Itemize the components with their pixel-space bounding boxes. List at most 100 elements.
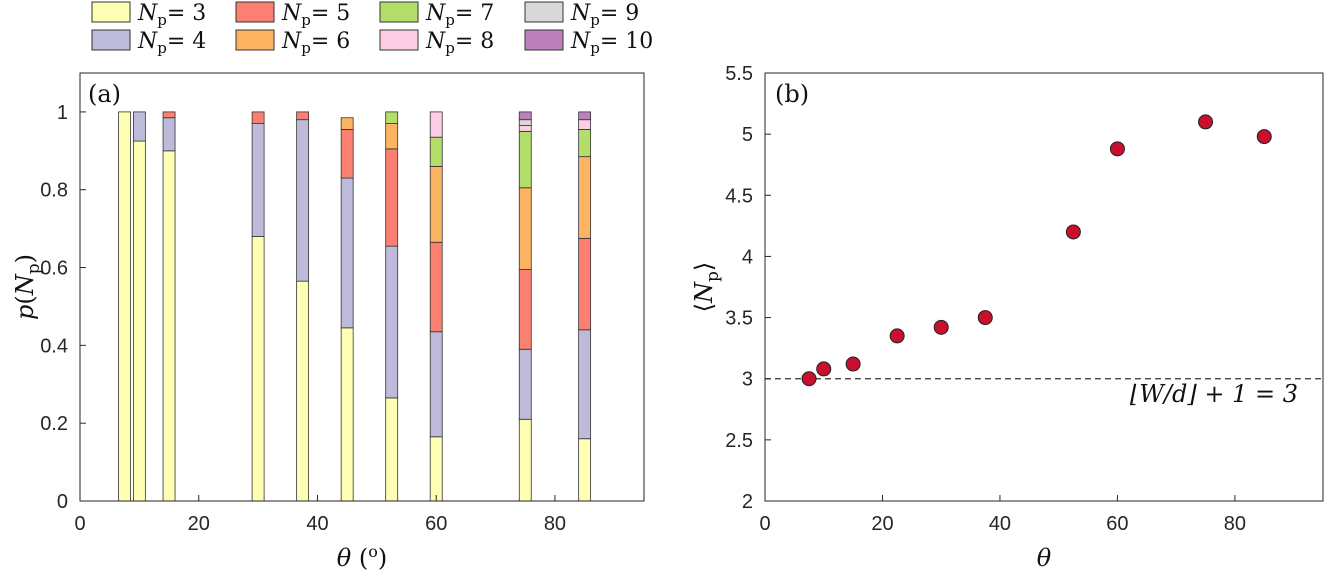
x-tick-label: 60 — [425, 513, 447, 535]
panel-b-plot-area — [765, 73, 1323, 501]
panel-a-stacked-bar-chart: 0 20 40 60 80 0 0.2 0.4 0.6 0.8 1 (a) θ (o) p(Np) — [11, 72, 645, 572]
y-tick-label: 4.5 — [725, 185, 753, 207]
legend-swatch — [91, 1, 131, 23]
legend-swatch — [524, 1, 564, 23]
legend-item: Np= 8 — [379, 29, 494, 57]
y-tick-label: 0 — [57, 491, 68, 513]
bar-segment — [385, 397, 399, 502]
bar-segment — [578, 329, 592, 440]
panel-b-label: (b) — [775, 80, 809, 108]
data-point — [1256, 129, 1272, 145]
data-point — [1065, 224, 1081, 240]
legend-label: Np= 9 — [570, 1, 639, 29]
bar-segment — [251, 123, 265, 237]
bar-segment — [518, 130, 532, 189]
panel-a-y-axis-title: p(Np) — [11, 254, 44, 320]
bar-segment — [429, 111, 443, 138]
data-point — [1109, 141, 1125, 157]
x-tick-label: 0 — [759, 513, 770, 535]
legend-item: Np= 6 — [235, 29, 350, 57]
legend-item: Np= 10 — [524, 29, 653, 57]
bar-segment — [162, 111, 176, 119]
bar-segment — [578, 237, 592, 331]
bar-segment — [429, 436, 443, 502]
legend-label: Np= 7 — [425, 1, 494, 29]
data-point — [816, 361, 832, 377]
panel-b-axes-box — [764, 72, 1324, 502]
bar-segment — [132, 140, 146, 502]
x-tick-label: 40 — [306, 513, 328, 535]
legend-swatch — [524, 29, 564, 51]
x-tick-label: 20 — [188, 513, 210, 535]
legend-item: Np= 7 — [379, 1, 494, 29]
x-tick-label: 20 — [871, 513, 893, 535]
panel-a-bars — [118, 111, 592, 502]
bar-segment — [385, 245, 399, 399]
panel-a-x-axis-title: θ (o) — [337, 542, 387, 572]
y-tick-label: 0.6 — [40, 258, 68, 280]
panel-a-ticks: 0 20 40 60 80 0 0.2 0.4 0.6 0.8 1 — [40, 102, 566, 535]
legend-label: Np= 6 — [281, 29, 350, 57]
bar-segment — [132, 111, 146, 142]
data-point — [933, 319, 949, 335]
bar-segment — [429, 165, 443, 243]
legend: Np= 3 Np= 5 Np= 7 Np= 9 Np= 4 Np= 6 Np= 8 Np= 1… — [91, 1, 653, 57]
bar-segment — [385, 148, 399, 247]
y-tick-label: 0.2 — [40, 413, 68, 435]
bar-segment — [578, 111, 592, 121]
y-tick-label: 2.5 — [725, 430, 753, 452]
legend-label: Np= 8 — [425, 29, 494, 57]
bar-segment — [578, 438, 592, 502]
legend-label: Np= 10 — [570, 29, 653, 57]
bar-segment — [578, 156, 592, 239]
y-tick-label: 4 — [742, 246, 753, 268]
legend-item: Np= 5 — [235, 1, 350, 29]
bar-segment — [340, 129, 354, 179]
data-point — [845, 356, 861, 372]
x-tick-label: 60 — [1106, 513, 1128, 535]
y-tick-label: 5.5 — [725, 63, 753, 85]
bar-segment — [296, 119, 310, 282]
data-point — [801, 371, 817, 387]
panel-b-points — [801, 114, 1272, 387]
legend-label: Np= 5 — [281, 1, 350, 29]
bar-segment — [296, 280, 310, 502]
legend-item: Np= 4 — [91, 29, 206, 57]
panel-b-x-axis-title: θ — [1037, 544, 1052, 572]
y-tick-label: 0.4 — [40, 335, 68, 357]
y-tick-label: 5 — [742, 124, 753, 146]
bar-segment — [162, 150, 176, 502]
bar-segment — [118, 111, 131, 502]
x-tick-label: 80 — [544, 513, 566, 535]
panel-a-label: (a) — [88, 80, 121, 108]
legend-swatch — [91, 29, 131, 51]
panel-b-y-axis-title: ⟨Np⟩ — [690, 262, 723, 313]
bar-segment — [429, 136, 443, 167]
panel-b-scatter-chart: 0 20 40 60 80 2 2.5 3 3.5 4 4.5 5 5.5 (b) ⌊W/d⌋ + 1 … — [690, 63, 1324, 572]
bar-segment — [429, 241, 443, 333]
bar-segment — [340, 327, 354, 502]
legend-swatch — [235, 29, 275, 51]
bar-segment — [385, 111, 399, 124]
y-tick-label: 0.8 — [40, 180, 68, 202]
legend-swatch — [379, 29, 419, 51]
data-point — [889, 328, 905, 344]
legend-label: Np= 4 — [137, 29, 206, 57]
data-point — [977, 310, 993, 326]
x-tick-label: 0 — [74, 513, 85, 535]
bar-segment — [518, 348, 532, 420]
bar-segment — [251, 111, 265, 124]
legend-swatch — [235, 1, 275, 23]
legend-item: Np= 9 — [524, 1, 639, 29]
y-tick-label: 3.5 — [725, 308, 753, 330]
y-tick-label: 1 — [57, 102, 68, 124]
bar-segment — [518, 119, 532, 126]
bar-segment — [296, 111, 310, 121]
x-tick-label: 40 — [989, 513, 1011, 535]
legend-swatch — [379, 1, 419, 23]
y-tick-label: 2 — [742, 491, 753, 513]
bar-segment — [518, 125, 532, 132]
panel-b-ticks: 0 20 40 60 80 2 2.5 3 3.5 4 4.5 5 5.5 — [725, 63, 1246, 535]
bar-segment — [518, 111, 532, 121]
legend-item: Np= 3 — [91, 1, 206, 29]
